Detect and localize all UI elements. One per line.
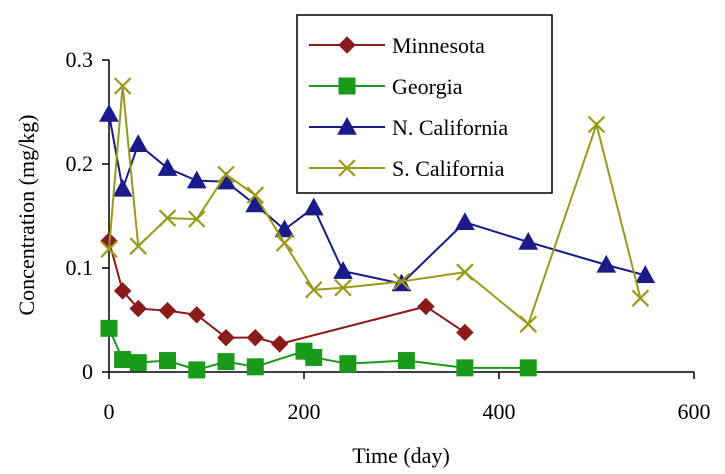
data-point-n-california (128, 134, 149, 152)
data-point-minnesota (129, 299, 147, 318)
legend-label: N. California (392, 115, 508, 140)
data-point-georgia (159, 352, 176, 370)
series-line-minnesota (108, 240, 466, 345)
data-point-s-california (113, 77, 132, 95)
y-axis-title: Concentration (mg/kg) (14, 114, 39, 315)
x-marker-stroke (304, 281, 323, 299)
y-tick-label: 0.2 (66, 151, 94, 176)
data-point-georgia (129, 354, 147, 372)
data-point-minnesota (417, 297, 435, 316)
data-point-n-california (518, 231, 539, 250)
data-point-georgia (188, 361, 206, 379)
x-marker-stroke (158, 209, 177, 227)
series-n-california (99, 104, 656, 292)
x-marker-stroke (631, 289, 650, 307)
x-marker-stroke (456, 263, 474, 281)
data-point-georgia (397, 352, 415, 370)
data-point-georgia (519, 359, 537, 377)
data-point-georgia (246, 358, 264, 376)
y-tick-label: 0 (82, 359, 93, 384)
x-marker-stroke (587, 115, 606, 134)
x-marker-stroke (217, 165, 235, 184)
plot-series (99, 77, 656, 379)
data-point-georgia (339, 355, 357, 373)
y-tick-label: 0.3 (66, 47, 94, 72)
legend-item: S. California (309, 156, 505, 181)
data-point-s-california (275, 234, 294, 252)
data-point-s-california (217, 165, 235, 184)
x-tick-label: 0 (104, 399, 115, 424)
x-marker-stroke (334, 278, 352, 297)
x-marker-stroke (100, 240, 118, 259)
legend-item: Minnesota (309, 33, 485, 58)
legend-item: Georgia (309, 74, 463, 99)
data-point-georgia (100, 319, 118, 337)
legend-marker (338, 36, 356, 54)
data-point-n-california (112, 178, 133, 197)
data-point-n-california (303, 197, 324, 216)
data-point-n-california (274, 219, 295, 238)
x-marker-stroke (113, 77, 132, 95)
legend-marker (338, 159, 356, 177)
x-marker-stroke (246, 186, 265, 204)
data-point-n-california (333, 261, 353, 279)
x-tick-label: 600 (678, 399, 711, 424)
data-point-n-california (596, 254, 617, 273)
x-marker-stroke (187, 210, 206, 228)
data-point-n-california (186, 170, 207, 189)
y-tick-labels: 0 0.1 0.2 0.3 (66, 47, 94, 384)
legend-item: N. California (309, 115, 508, 140)
x-marker-stroke (275, 234, 294, 252)
x-marker-stroke (129, 237, 148, 255)
data-point-s-california (129, 237, 148, 255)
legend-label: Minnesota (392, 33, 485, 58)
x-axis-title: Time (day) (352, 443, 450, 468)
data-point-s-california (100, 240, 118, 259)
data-point-minnesota (188, 306, 206, 324)
data-point-minnesota (270, 335, 289, 353)
data-point-s-california (456, 263, 474, 281)
data-point-n-california (635, 265, 656, 283)
y-tick-label: 0.1 (66, 255, 94, 280)
data-point-minnesota (246, 328, 264, 347)
x-marker-stroke (519, 315, 538, 333)
legend-marker (337, 116, 357, 135)
x-tick-labels: 0 200 400 600 (104, 399, 711, 424)
data-point-minnesota (456, 323, 474, 342)
data-point-georgia (114, 351, 132, 369)
data-point-minnesota (217, 328, 235, 347)
data-point-n-california (99, 104, 119, 122)
legend-label: Georgia (392, 74, 463, 99)
x-marker-stroke (392, 272, 411, 291)
data-point-n-california (157, 158, 178, 176)
data-point-s-california (187, 210, 206, 228)
series-minnesota (100, 232, 474, 353)
data-point-s-california (334, 278, 352, 297)
data-point-s-california (246, 186, 265, 204)
data-point-minnesota (158, 301, 177, 320)
data-point-georgia (305, 348, 323, 366)
series-s-california (100, 77, 650, 333)
data-point-s-california (631, 289, 650, 307)
legend-items: Minnesota Georgia N. California S. Californ… (309, 33, 508, 181)
x-tick-label: 200 (288, 399, 321, 424)
data-point-georgia (217, 353, 235, 371)
series-georgia (100, 319, 537, 379)
legend: Minnesota Georgia N. California S. Californ… (296, 14, 553, 194)
legend-marker (338, 77, 356, 95)
data-point-n-california (455, 212, 475, 230)
x-tick-label: 400 (483, 399, 516, 424)
data-point-georgia (456, 359, 474, 377)
data-point-s-california (304, 281, 323, 299)
data-point-s-california (587, 115, 606, 134)
data-point-s-california (519, 315, 538, 333)
data-point-minnesota (113, 282, 132, 300)
legend-label: S. California (392, 156, 505, 181)
x-marker-stroke (338, 159, 356, 177)
data-point-s-california (158, 209, 177, 227)
data-point-s-california (392, 272, 411, 291)
